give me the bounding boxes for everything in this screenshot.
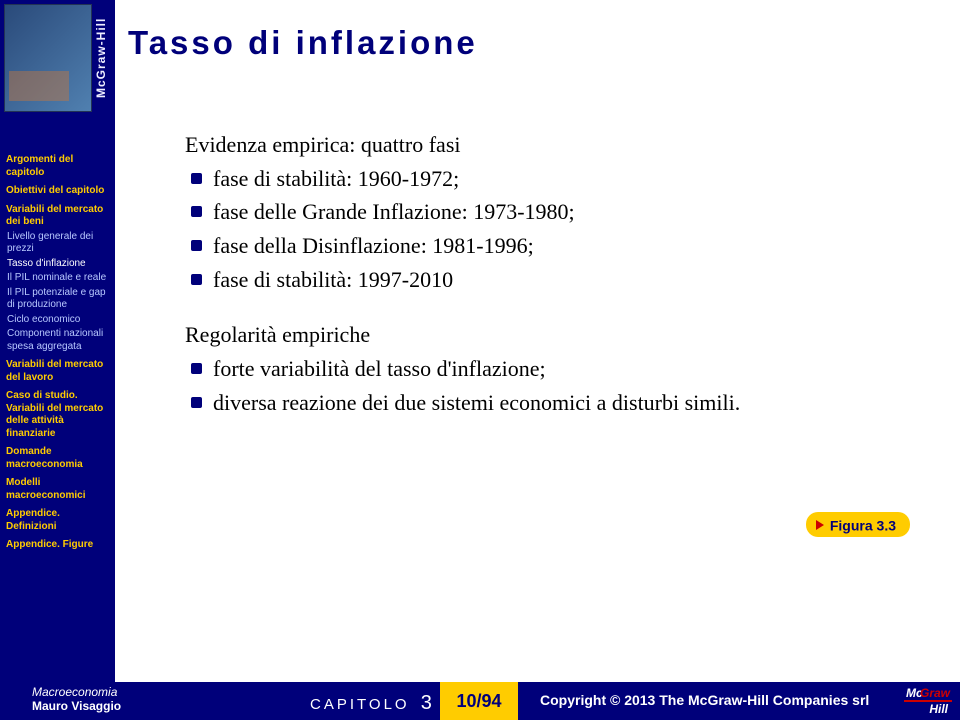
- list-item: diversa reazione dei due sistemi economi…: [213, 388, 915, 418]
- footer-book: Macroeconomia: [32, 685, 121, 699]
- nav-section[interactable]: Caso di studio. Variabili del mercato de…: [6, 390, 111, 440]
- sidebar: McGraw-Hill Argomenti del capitolo Obiett…: [0, 0, 115, 682]
- list-item: fase della Disinflazione: 1981-1996;: [213, 231, 915, 261]
- figure-button-label: Figura 3.3: [830, 517, 896, 533]
- play-icon: [816, 520, 824, 530]
- nav-item[interactable]: Ciclo economico: [6, 314, 111, 327]
- footer-chapter: CAPITOLO 3: [310, 692, 433, 715]
- block2-lead: Regolarità empiriche: [185, 320, 915, 350]
- figure-button[interactable]: Figura 3.3: [806, 512, 910, 537]
- nav-item[interactable]: Tasso d'inflazione: [6, 258, 111, 271]
- nav-section[interactable]: Appendice. Definizioni: [6, 508, 111, 533]
- nav-section[interactable]: Argomenti del capitolo: [6, 154, 111, 179]
- page-counter: 10/94: [440, 682, 518, 720]
- block1-lead: Evidenza empirica: quattro fasi: [185, 130, 915, 160]
- nav-item[interactable]: Il PIL potenziale e gap di produzione: [6, 287, 111, 312]
- nav-item[interactable]: Componenti nazionali spesa aggregata: [6, 328, 111, 353]
- nav-list: Argomenti del capitolo Obiettivi del capi…: [6, 148, 111, 554]
- book-thumbnail: [4, 4, 92, 112]
- nav-section[interactable]: Modelli macroeconomici: [6, 477, 111, 502]
- footer: Macroeconomia Mauro Visaggio CAPITOLO 3 …: [0, 682, 960, 720]
- nav-item[interactable]: Livello generale dei prezzi: [6, 231, 111, 256]
- list-item: forte variabilità del tasso d'inflazione…: [213, 354, 915, 384]
- chapter-number: 3: [421, 692, 433, 714]
- nav-section[interactable]: Variabili del mercato dei beni: [6, 204, 111, 229]
- nav-item[interactable]: Il PIL nominale e reale: [6, 272, 111, 285]
- publisher-spine: McGraw-Hill: [94, 4, 111, 112]
- list-item: fase di stabilità: 1960-1972;: [213, 164, 915, 194]
- footer-author: Mauro Visaggio: [32, 699, 121, 713]
- nav-section[interactable]: Domande macroeconomia: [6, 446, 111, 471]
- block2-list: forte variabilità del tasso d'inflazione…: [185, 354, 915, 417]
- footer-left: Macroeconomia Mauro Visaggio: [32, 685, 121, 714]
- nav-section[interactable]: Appendice. Figure: [6, 539, 111, 552]
- nav-section[interactable]: Obiettivi del capitolo: [6, 185, 111, 198]
- list-item: fase delle Grande Inflazione: 1973-1980;: [213, 197, 915, 227]
- mcgraw-hill-logo: McGrawHill: [904, 686, 952, 716]
- block1-list: fase di stabilità: 1960-1972;fase delle …: [185, 164, 915, 295]
- chapter-label: CAPITOLO: [310, 696, 410, 713]
- slide-content: Evidenza empirica: quattro fasi fase di …: [185, 130, 915, 422]
- nav-section[interactable]: Variabili del mercato del lavoro: [6, 359, 111, 384]
- list-item: fase di stabilità: 1997-2010: [213, 265, 915, 295]
- slide-title: Tasso di inflazione: [128, 24, 478, 62]
- footer-copyright: Copyright © 2013 The McGraw-Hill Compani…: [540, 692, 869, 708]
